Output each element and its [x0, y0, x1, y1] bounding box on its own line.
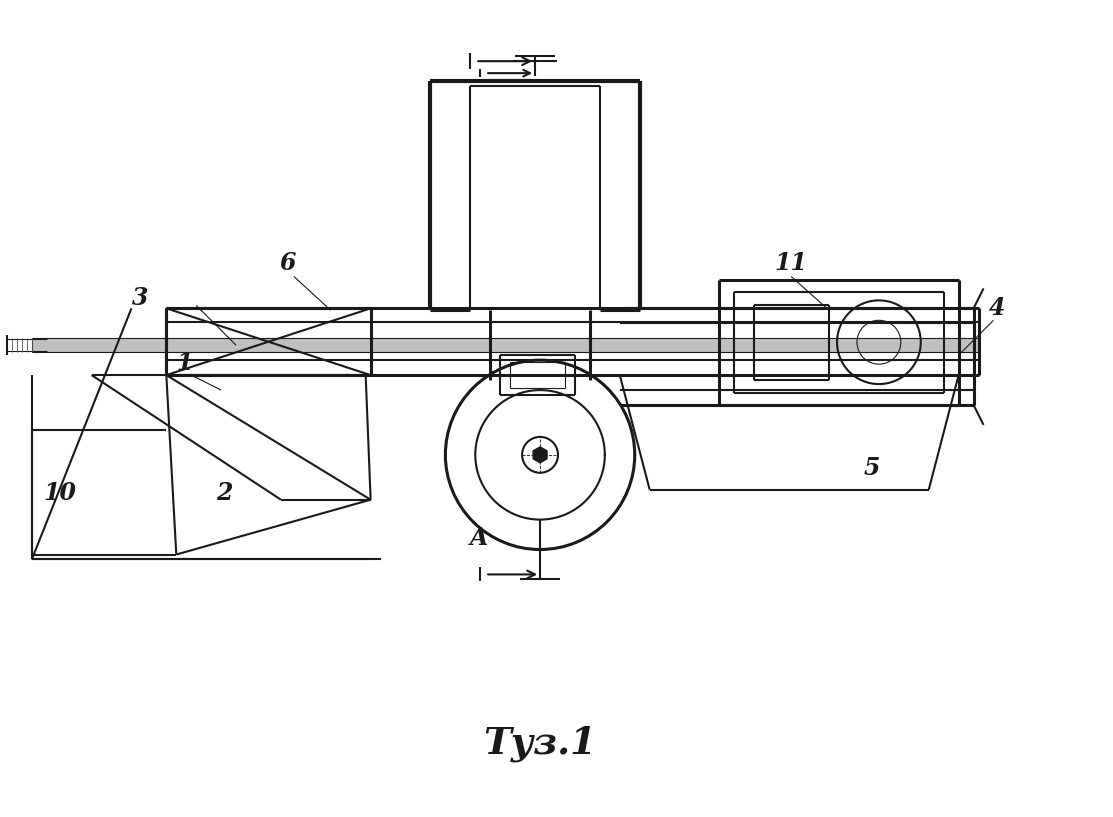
Text: 3: 3 [131, 286, 148, 310]
Text: 2: 2 [216, 480, 233, 505]
Text: 4: 4 [988, 297, 1005, 320]
Text: Τуз.1: Τуз.1 [483, 725, 597, 762]
Text: 11: 11 [775, 252, 807, 275]
Text: A: A [471, 525, 489, 550]
Text: 6: 6 [279, 252, 295, 275]
Text: 5: 5 [864, 456, 880, 480]
Text: 10: 10 [43, 480, 77, 505]
Bar [32, 338, 978, 352]
Text: 1: 1 [176, 351, 193, 375]
